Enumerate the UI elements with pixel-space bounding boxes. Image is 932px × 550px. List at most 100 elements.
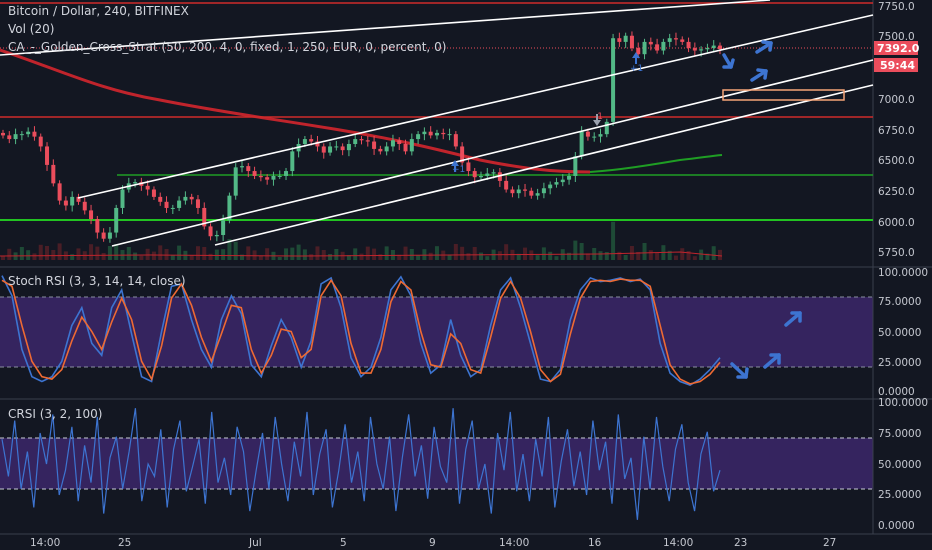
candle-body[interactable] (636, 48, 641, 55)
candle-body[interactable] (541, 188, 546, 194)
candle-body[interactable] (227, 195, 232, 221)
candle-body[interactable] (290, 151, 295, 172)
candle-body[interactable] (120, 189, 125, 208)
candle-body[interactable] (101, 232, 106, 239)
candle-body[interactable] (661, 41, 666, 51)
candle-body[interactable] (617, 38, 622, 42)
candle-body[interactable] (353, 139, 358, 144)
candle-body[interactable] (497, 172, 502, 181)
candle-body[interactable] (460, 146, 465, 163)
candle-body[interactable] (422, 131, 427, 135)
candle-body[interactable] (472, 171, 477, 178)
candle-body[interactable] (655, 44, 660, 51)
candle-body[interactable] (692, 48, 697, 51)
candle-body[interactable] (416, 134, 421, 140)
candle-body[interactable] (19, 134, 24, 136)
candle-body[interactable] (485, 173, 490, 176)
candle-body[interactable] (114, 207, 119, 233)
candle-body[interactable] (133, 182, 138, 184)
candle-body[interactable] (1, 132, 5, 136)
candle-body[interactable] (365, 140, 370, 142)
candle-body[interactable] (642, 41, 647, 55)
candle-body[interactable] (183, 196, 188, 201)
candle-body[interactable] (372, 141, 377, 149)
candle-body[interactable] (315, 141, 320, 147)
candle-body[interactable] (535, 193, 540, 196)
candle-body[interactable] (252, 171, 257, 176)
candle-body[interactable] (397, 140, 402, 144)
candle-body[interactable] (491, 172, 496, 174)
candle-body[interactable] (466, 162, 471, 172)
candle-body[interactable] (598, 134, 603, 137)
candle-body[interactable] (359, 139, 364, 141)
candle-body[interactable] (221, 220, 226, 236)
candle-body[interactable] (573, 156, 578, 176)
candle-body[interactable] (378, 148, 383, 152)
candle-body[interactable] (233, 167, 238, 196)
candle-body[interactable] (554, 182, 559, 185)
candle-body[interactable] (479, 175, 483, 178)
target-zone-box[interactable] (722, 89, 845, 101)
candle-body[interactable] (705, 48, 710, 50)
candle-body[interactable] (667, 38, 672, 42)
candle-body[interactable] (164, 201, 169, 208)
candle-body[interactable] (45, 146, 50, 165)
candle-body[interactable] (13, 134, 18, 140)
candle-body[interactable] (76, 196, 81, 202)
candle-body[interactable] (346, 143, 351, 151)
candle-body[interactable] (57, 183, 62, 201)
candle-body[interactable] (453, 134, 458, 147)
candle-body[interactable] (63, 200, 68, 206)
volume-legend[interactable]: Vol (20) (8, 22, 55, 36)
candle-body[interactable] (680, 39, 685, 42)
candle-body[interactable] (711, 45, 716, 49)
candle-body[interactable] (170, 207, 175, 209)
candle-body[interactable] (258, 175, 263, 178)
candle-body[interactable] (32, 131, 37, 137)
candle-body[interactable] (321, 146, 326, 153)
candle-body[interactable] (82, 201, 87, 211)
candle-body[interactable] (177, 200, 182, 208)
candle-body[interactable] (428, 131, 433, 136)
candle-body[interactable] (409, 139, 414, 152)
candle-body[interactable] (240, 166, 244, 168)
candle-body[interactable] (328, 146, 333, 153)
candle-body[interactable] (284, 171, 289, 176)
candle-body[interactable] (648, 41, 653, 45)
candle-body[interactable] (70, 196, 75, 206)
candle-body[interactable] (585, 131, 590, 137)
candle-body[interactable] (629, 35, 634, 49)
candle-body[interactable] (548, 184, 553, 189)
candle-body[interactable] (38, 136, 43, 147)
candle-body[interactable] (516, 189, 521, 194)
candle-body[interactable] (195, 199, 200, 208)
candle-body[interactable] (151, 189, 156, 197)
candle-body[interactable] (447, 134, 452, 136)
candle-body[interactable] (390, 140, 395, 147)
candle-body[interactable] (510, 189, 515, 194)
candle-body[interactable] (523, 189, 528, 191)
candle-body[interactable] (340, 146, 345, 151)
candle-body[interactable] (95, 219, 100, 233)
candle-body[interactable] (403, 143, 408, 152)
candle-body[interactable] (611, 38, 616, 122)
candle-body[interactable] (604, 121, 609, 135)
candle-body[interactable] (504, 180, 509, 190)
candle-body[interactable] (89, 210, 94, 220)
candle-body[interactable] (202, 207, 207, 227)
candle-body[interactable] (214, 235, 219, 237)
candle-body[interactable] (718, 45, 722, 50)
stoch-legend[interactable]: Stoch RSI (3, 3, 14, 14, close) (8, 274, 186, 288)
candle-body[interactable] (529, 190, 534, 196)
candle-body[interactable] (623, 35, 628, 42)
candle-body[interactable] (560, 179, 565, 183)
candle-body[interactable] (592, 136, 597, 138)
candle-body[interactable] (277, 175, 282, 177)
candle-body[interactable] (208, 226, 213, 237)
candle-body[interactable] (158, 196, 163, 202)
crsi-legend[interactable]: CRSI (3, 2, 100) (8, 407, 103, 421)
candle-body[interactable] (686, 41, 691, 49)
candle-body[interactable] (699, 49, 704, 51)
chart-title[interactable]: Bitcoin / Dollar, 240, BITFINEX (8, 4, 189, 18)
